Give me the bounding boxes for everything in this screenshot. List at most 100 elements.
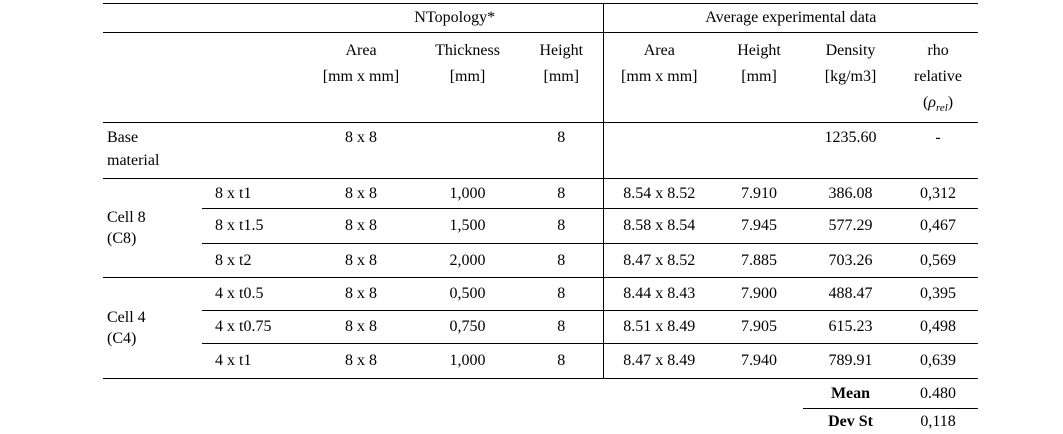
header-exp-area-name: Area: [643, 42, 675, 59]
mean-value: 0.480: [898, 378, 979, 409]
cell-density: 577.29: [803, 208, 899, 244]
cell-exp-area: 8.47 x 8.49: [603, 343, 716, 379]
cell-nt-height: 8: [520, 208, 604, 244]
cell4-label-line2: (C4): [107, 330, 137, 347]
blank-header-cell: [103, 32, 307, 123]
cell-rho: 0,639: [898, 343, 979, 379]
base-thickness: [415, 122, 520, 179]
results-table-wrapper: NTopology* Average experimental data Are…: [103, 3, 979, 434]
cell-nt-area: 8 x 8: [307, 208, 415, 244]
base-exp-area: [603, 122, 716, 179]
cell-thickness: 2,000: [415, 243, 520, 278]
header-density: Density [kg/m3]: [803, 32, 899, 123]
cell-density: 703.26: [803, 243, 899, 278]
cell-nt-height: 8: [520, 277, 604, 311]
cell4-label-line1: Cell 4: [107, 309, 146, 326]
header-nt-area-name: Area: [345, 42, 377, 59]
group-label-cell8: Cell 8 (C8): [103, 178, 202, 278]
header-exp-height-unit: [mm]: [741, 68, 777, 85]
cell-nt-height: 8: [520, 310, 604, 344]
cell-thickness: 0,500: [415, 277, 520, 311]
cell-thickness: 1,000: [415, 178, 520, 209]
rho-paren-close: ): [947, 94, 954, 111]
header-nt-height-name: Height: [539, 42, 584, 59]
table-row-8xt2: 8 x t2 8 x 8 2,000 8 8.47 x 8.52 7.885 7…: [103, 243, 979, 278]
base-sublabel-cell: [202, 122, 307, 179]
rho-greek-symbol: ρ: [928, 94, 936, 111]
base-nt-height: 8: [520, 122, 604, 179]
header-density-unit: [kg/m3]: [824, 68, 877, 85]
base-label-line1: Base: [107, 129, 139, 146]
header-exp-height: Height [mm]: [715, 32, 804, 123]
cell-exp-area: 8.44 x 8.43: [603, 277, 716, 311]
results-table: NTopology* Average experimental data Are…: [103, 3, 979, 434]
cell-thickness: 1,500: [415, 208, 520, 244]
summary-spacer: [103, 379, 803, 409]
column-header-row: Area [mm x mm] Thickness [mm] Height [mm…: [103, 32, 979, 123]
cell-nt-area: 8 x 8: [307, 243, 415, 278]
cell-nt-area: 8 x 8: [307, 178, 415, 209]
cell8-label-line1: Cell 8: [107, 209, 146, 226]
devst-value: 0,118: [920, 412, 956, 430]
cell-density: 615.23: [803, 310, 899, 344]
cell8-label-line2: (C8): [107, 230, 137, 247]
cell-rho: 0,569: [898, 243, 979, 278]
row-label: 8 x t2: [202, 243, 307, 278]
table-row-4xt1: 4 x t1 8 x 8 1,000 8 8.47 x 8.49 7.940 7…: [103, 343, 979, 379]
header-density-name: Density: [825, 42, 876, 59]
table-row-8xt1-5: 8 x t1.5 8 x 8 1,500 8 8.58 x 8.54 7.945…: [103, 208, 979, 244]
cell-exp-height: 7.900: [715, 277, 804, 311]
header-exp-height-name: Height: [737, 42, 781, 59]
mean-label: Mean: [803, 378, 899, 409]
cell-exp-area: 8.51 x 8.49: [603, 310, 716, 344]
cell-nt-height: 8: [520, 178, 604, 209]
ntopology-section-header: NTopology*: [307, 3, 604, 33]
cell-rho: 0,498: [898, 310, 979, 344]
base-exp-height: [715, 122, 804, 179]
cell-nt-height: 8: [520, 343, 604, 379]
cell-exp-height: 7.885: [715, 243, 804, 278]
table-row-4xt0-5: Cell 4 (C4) 4 x t0.5 8 x 8 0,500 8 8.44 …: [103, 277, 979, 379]
base-nt-area: 8 x 8: [307, 122, 415, 179]
mean-row: Mean 0.480: [103, 378, 979, 409]
cell-exp-area: 8.58 x 8.54: [603, 208, 716, 244]
header-rho-relative: rho relative (ρrel): [898, 32, 979, 123]
row-label: 4 x t0.5: [202, 277, 307, 311]
cell-rho: 0,467: [898, 208, 979, 244]
cell-density: 789.91: [803, 343, 899, 379]
cell-nt-area: 8 x 8: [307, 310, 415, 344]
devst-row: Dev St 0,118: [103, 409, 978, 434]
header-thickness: Thickness [mm]: [415, 32, 520, 123]
header-rho-symbol: (ρrel): [898, 90, 978, 121]
base-material-label: Base material: [103, 122, 202, 179]
row-label: 8 x t1.5: [202, 208, 307, 244]
cell-exp-area: 8.54 x 8.52: [603, 178, 716, 209]
header-thickness-name: Thickness: [435, 42, 500, 59]
cell-thickness: 1,000: [415, 343, 520, 379]
cell-rho: 0,395: [898, 277, 979, 311]
row-label: 8 x t1: [202, 178, 307, 209]
header-thickness-unit: [mm]: [449, 68, 486, 85]
section-header-row: NTopology* Average experimental data: [103, 3, 979, 33]
header-rho-line2: relative: [914, 68, 963, 85]
cell-exp-height: 7.940: [715, 343, 804, 379]
row-label: 4 x t0.75: [202, 310, 307, 344]
rho-paren-open: (: [922, 94, 929, 111]
cell-thickness: 0,750: [415, 310, 520, 344]
cell-density: 488.47: [803, 277, 899, 311]
row-label: 4 x t1: [202, 343, 307, 379]
cell-exp-height: 7.905: [715, 310, 804, 344]
cell-exp-height: 7.910: [715, 178, 804, 209]
cell-rho: 0,312: [898, 178, 979, 209]
experimental-section-header: Average experimental data: [603, 3, 979, 33]
header-nt-height: Height [mm]: [520, 32, 604, 123]
base-label-line2: material: [107, 152, 160, 169]
header-nt-area: Area [mm x mm]: [307, 32, 415, 123]
corner-blank-cell: [103, 3, 307, 33]
cell-nt-area: 8 x 8: [307, 343, 415, 379]
cell-exp-area: 8.47 x 8.52: [603, 243, 716, 278]
rho-subscript: rel: [935, 102, 948, 115]
cell-nt-area: 8 x 8: [307, 277, 415, 311]
header-exp-area-unit: [mm x mm]: [621, 68, 698, 85]
